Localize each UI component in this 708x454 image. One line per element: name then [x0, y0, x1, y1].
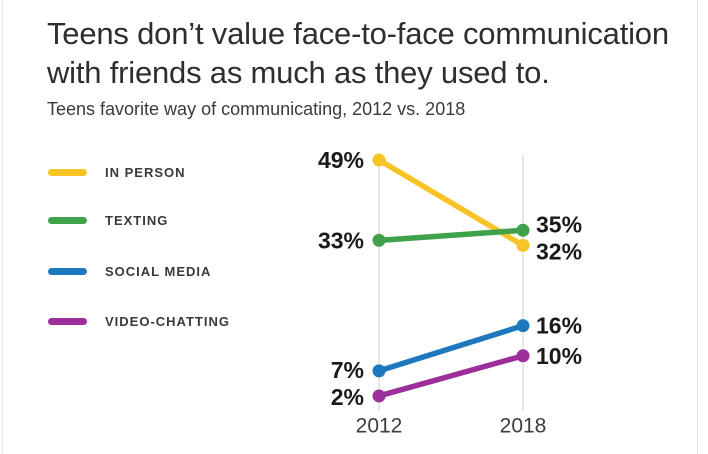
value-label-texting-2012: 33% [318, 227, 364, 253]
chart-title: Teens don’t value face-to-face communica… [47, 14, 669, 92]
chart-legend: IN PERSON TEXTING SOCIAL MEDIA VIDEO-CHA… [48, 0, 298, 454]
data-point-social-media-2018 [516, 319, 530, 333]
data-point-video-chatting-2018 [516, 349, 530, 363]
legend-label-in-person: IN PERSON [105, 164, 186, 180]
legend-swatch-texting [48, 216, 87, 224]
x-axis-label-2012: 2012 [356, 415, 403, 438]
value-label-video-chatting-2012: 2% [331, 384, 364, 410]
value-label-in-person-2012: 49% [318, 147, 364, 173]
right-border-line [697, 0, 698, 454]
legend-item-social-media: SOCIAL MEDIA [48, 259, 211, 283]
data-point-texting-2018 [516, 223, 530, 237]
value-label-social-media-2012: 7% [331, 357, 364, 383]
legend-item-in-person: IN PERSON [48, 160, 186, 184]
left-border-line [2, 0, 3, 454]
chart-title-line1: Teens don’t value face-to-face communica… [47, 16, 669, 51]
data-point-in-person-2018 [516, 238, 530, 252]
legend-swatch-in-person [48, 168, 87, 176]
data-point-in-person-2012 [372, 153, 386, 167]
series-line-texting [376, 227, 526, 244]
value-label-social-media-2018: 16% [536, 313, 582, 339]
legend-item-texting: TEXTING [48, 208, 168, 232]
value-label-in-person-2018: 32% [536, 238, 582, 264]
legend-label-texting: TEXTING [105, 212, 169, 228]
x-axis-label-2018: 2018 [500, 415, 547, 438]
data-point-video-chatting-2012 [372, 389, 386, 403]
legend-item-video-chatting: VIDEO-CHATTING [48, 309, 230, 333]
value-label-texting-2018: 35% [536, 211, 582, 237]
legend-swatch-social-media [48, 267, 87, 275]
data-point-social-media-2012 [372, 364, 386, 378]
chart-title-line2: with friends as much as they used to. [47, 55, 550, 90]
data-point-texting-2012 [372, 233, 386, 247]
series-line-in-person [376, 157, 526, 249]
series-line-video-chatting [376, 353, 526, 399]
chart-subtitle: Teens favorite way of communicating, 201… [47, 99, 466, 119]
legend-swatch-video-chatting [48, 317, 87, 325]
value-label-video-chatting-2018: 10% [536, 343, 582, 369]
legend-label-social-media: SOCIAL MEDIA [105, 263, 212, 279]
legend-label-video-chatting: VIDEO-CHATTING [105, 313, 230, 329]
series-line-social-media [376, 322, 526, 374]
